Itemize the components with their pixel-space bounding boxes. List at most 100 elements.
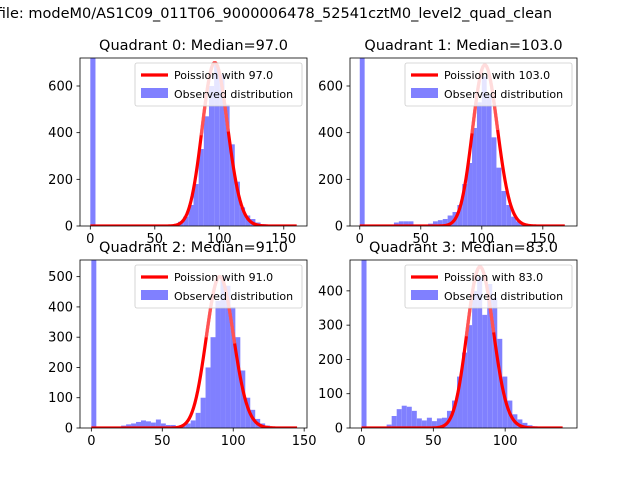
histogram-bar — [240, 370, 246, 428]
histogram-bar — [361, 260, 367, 428]
histogram-bar — [205, 367, 211, 428]
histogram-bar — [457, 376, 463, 428]
histogram-bar — [155, 419, 161, 428]
histogram-bar — [391, 416, 397, 428]
histogram-bar — [224, 104, 230, 226]
x-tick-label: 50 — [147, 232, 164, 247]
histogram-bar — [386, 424, 392, 428]
y-tick-label: 200 — [318, 173, 343, 188]
histogram-bar — [486, 95, 492, 226]
figure-suptitle-container: n file: modeM0/AS1C09_011T06_9000006478_… — [0, 0, 640, 30]
legend: Poission with 97.0 Observed distribution — [134, 62, 303, 107]
histogram-bar — [452, 400, 458, 428]
histogram-bar — [401, 405, 407, 428]
histogram-bar — [90, 58, 96, 226]
histogram-bar — [472, 290, 478, 428]
y-tick-label: 600 — [318, 80, 343, 95]
histogram-bar — [431, 421, 437, 428]
x-tick-label: 50 — [425, 434, 442, 449]
y-tick-label: 400 — [318, 126, 343, 141]
histogram-bar — [497, 338, 503, 428]
histogram-bar — [359, 58, 365, 226]
histogram-bar — [220, 276, 226, 428]
histogram-bar — [188, 205, 194, 226]
histogram-bar — [487, 284, 493, 428]
x-tick-label: 50 — [154, 434, 171, 449]
histogram-bar — [457, 205, 463, 226]
histogram-bar — [406, 406, 412, 428]
y-tick-label: 100 — [318, 387, 343, 402]
y-tick-label: 200 — [48, 361, 73, 376]
histogram-bar — [441, 417, 447, 428]
histogram-bar — [408, 221, 414, 226]
subplot-quadrant-1: 0 50 100 150 0 200 400 600 Quadrant 1: Median=10… — [318, 38, 578, 247]
legend-hist-label: Observed distribution — [174, 290, 293, 303]
legend-hist-label: Observed distribution — [174, 88, 293, 101]
subplot-quadrant-0: 0 50 100 150 0 200 400 600 Quadrant 0: Median=97… — [48, 38, 308, 247]
subplot-title: Quadrant 2: Median=91.0 — [99, 240, 288, 256]
histogram-bar — [411, 410, 417, 428]
histogram-bar — [245, 397, 251, 428]
histogram-bar — [219, 74, 225, 226]
histogram-bar — [126, 424, 132, 428]
y-tick-label: 600 — [48, 80, 73, 95]
histogram-bar — [491, 137, 497, 226]
y-tick-label: 200 — [48, 173, 73, 188]
legend-line-label: Poission with 97.0 — [174, 69, 273, 82]
axes-frame — [79, 259, 308, 429]
legend-box — [404, 62, 573, 107]
legend-line-label: Poission with 103.0 — [444, 69, 550, 82]
histogram-bar — [193, 184, 199, 226]
x-tick-label: 0 — [356, 232, 364, 247]
y-tick-label: 500 — [48, 270, 73, 285]
subplot-quadrant-2: 0 50 100 150 0 100 200 300 400 500 Quadrant 2: Med… — [48, 240, 316, 449]
histogram-bar — [215, 300, 221, 428]
y-tick-label: 300 — [48, 331, 73, 346]
histogram-bar — [198, 149, 204, 226]
legend-hist-swatch — [411, 88, 438, 98]
histogram-bar — [234, 181, 240, 226]
poisson-curve — [91, 275, 298, 428]
axes-frame — [349, 57, 578, 227]
histogram-bar — [472, 128, 477, 226]
subplot-quadrant-3: 0 50 100 0 100 200 300 400 Quadrant 3: Median=83… — [318, 240, 578, 449]
legend: Poission with 91.0 Observed distribution — [134, 264, 303, 309]
histogram-bar — [393, 222, 399, 226]
legend-line-label: Poission with 91.0 — [174, 271, 273, 284]
legend-line-label: Poission with 83.0 — [444, 271, 543, 284]
histogram-bar — [496, 167, 502, 226]
legend-hist-swatch — [411, 290, 438, 300]
histogram-bar — [210, 337, 216, 428]
y-tick-label: 0 — [335, 422, 343, 437]
histogram-bar — [515, 221, 521, 226]
x-tick-label: 100 — [207, 232, 232, 247]
histogram-bar — [185, 423, 191, 428]
histogram-bar — [145, 421, 151, 428]
subplot-title: Quadrant 3: Median=83.0 — [369, 240, 558, 256]
axes-frame — [349, 259, 578, 429]
histogram-bar — [239, 207, 246, 226]
histogram-bar — [421, 420, 427, 428]
histogram-bar — [150, 422, 156, 428]
histogram-bar — [476, 102, 482, 226]
histogram-bar — [230, 306, 236, 428]
histogram-bar — [501, 191, 507, 226]
y-tick-label: 200 — [318, 353, 343, 368]
y-tick-label: 400 — [48, 300, 73, 315]
x-tick-label: 100 — [469, 232, 494, 247]
histogram-bar — [442, 219, 448, 226]
legend: Poission with 83.0 Observed distribution — [404, 264, 573, 309]
histogram-bar — [467, 325, 473, 428]
y-tick-label: 400 — [48, 126, 73, 141]
histogram-bar — [225, 285, 231, 428]
y-tick-label: 100 — [48, 391, 73, 406]
histogram-bar — [396, 409, 402, 428]
histogram-bar — [208, 86, 215, 226]
histogram-bar — [160, 423, 166, 428]
histogram-bar — [235, 337, 241, 428]
histogram-bar — [481, 76, 487, 226]
histogram-bar — [462, 184, 468, 226]
x-tick-label: 50 — [413, 232, 430, 247]
histogram-bar — [229, 144, 235, 226]
